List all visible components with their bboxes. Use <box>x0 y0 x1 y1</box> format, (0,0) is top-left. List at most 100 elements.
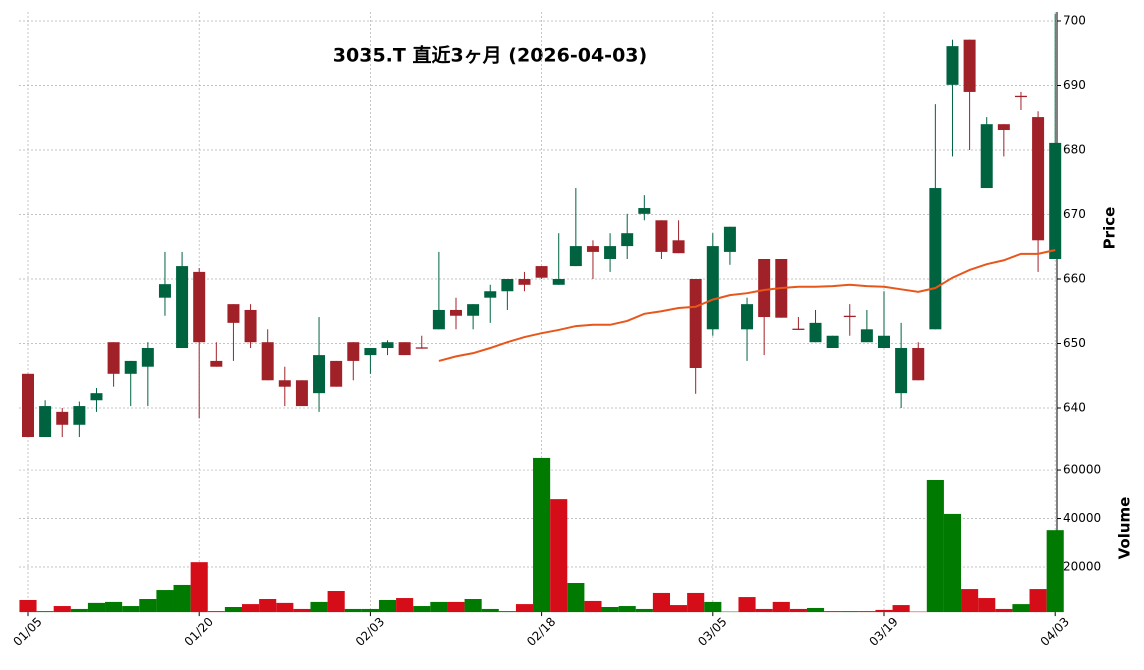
candle-body <box>244 309 257 343</box>
volume-bar <box>1029 589 1047 613</box>
volume-bar <box>36 611 54 613</box>
candle-body <box>604 246 617 259</box>
candle-body <box>193 271 206 343</box>
candle-body <box>586 246 599 252</box>
x-tick-label: 02/03 <box>353 615 387 649</box>
candle-body <box>398 342 411 356</box>
x-tick-label: 03/05 <box>695 615 729 649</box>
volume-bar <box>481 608 499 613</box>
candle-body <box>621 233 634 247</box>
volume-bar <box>105 601 123 613</box>
candle-body <box>90 393 103 401</box>
candle-body <box>467 304 480 316</box>
volume-bar <box>53 606 71 613</box>
volume-bar <box>772 601 790 613</box>
candle-body <box>158 284 171 298</box>
candle-body <box>672 240 685 254</box>
candle-body <box>826 335 839 349</box>
candle-body <box>347 342 360 361</box>
candle-body <box>330 360 343 387</box>
volume-bar <box>943 513 962 613</box>
candle-body <box>141 348 154 367</box>
candle-body <box>39 406 52 438</box>
candle-body <box>997 124 1010 130</box>
candle-body <box>432 309 445 330</box>
volume-bar <box>19 599 37 613</box>
candle-body <box>210 360 223 367</box>
candle-body <box>484 291 497 298</box>
candle-body <box>895 348 908 394</box>
volume-bar <box>635 608 653 613</box>
x-tick-label: 02/18 <box>524 615 558 649</box>
y-tick-label: 640 <box>1063 400 1086 414</box>
volume-bar <box>1012 604 1030 613</box>
candle-body <box>963 39 976 92</box>
candle-body <box>655 220 668 252</box>
volume-bar <box>242 604 260 613</box>
volume-bar <box>806 607 825 613</box>
volume-bar <box>396 598 414 613</box>
candle-body <box>569 246 582 267</box>
candle-body <box>1014 95 1027 98</box>
y2-tick-label: 40000 <box>1063 511 1101 525</box>
volume-bar <box>310 601 328 613</box>
volume-bar <box>687 592 705 613</box>
candle-body <box>689 278 702 369</box>
y-tick-label: 660 <box>1063 271 1086 285</box>
candle-body <box>107 342 120 374</box>
candle-body <box>56 411 69 425</box>
volume-bar <box>704 601 722 613</box>
volume-bar <box>173 584 191 613</box>
candle-body <box>929 188 942 330</box>
candle-body <box>535 266 548 278</box>
candle-body <box>124 360 137 374</box>
candle-body <box>313 355 326 394</box>
volume-bar <box>533 457 551 613</box>
y-tick-label: 680 <box>1063 142 1086 156</box>
candle-body <box>1049 142 1062 259</box>
volume-bar <box>601 607 619 613</box>
volume-bar <box>190 562 208 613</box>
candle-body <box>946 46 959 85</box>
volume-bar <box>652 592 670 613</box>
volume-bar <box>978 598 996 613</box>
y-tick-label: 700 <box>1063 13 1086 27</box>
volume-bar <box>276 602 294 613</box>
volume-bar <box>875 609 893 613</box>
candle-body <box>73 406 86 425</box>
volume-bar <box>755 608 773 613</box>
candle-body <box>552 278 565 285</box>
volume-bar <box>498 611 516 613</box>
candle-body <box>809 322 822 343</box>
volume-bar <box>926 479 944 613</box>
candle-body <box>980 124 993 189</box>
candle-body <box>22 373 34 438</box>
candle-body <box>638 208 651 214</box>
x-tick-label: 03/19 <box>866 615 900 649</box>
candle-body <box>176 266 189 349</box>
volume-bar <box>293 608 311 613</box>
volume-bar <box>515 604 534 613</box>
candle-body <box>450 309 462 316</box>
candle-body <box>860 329 873 343</box>
candle-body <box>381 342 394 349</box>
volume-bar <box>207 611 225 613</box>
volume-bar <box>224 607 242 613</box>
volume-bar <box>122 606 140 613</box>
y2-axis-label: Volume <box>1116 497 1134 560</box>
volume-bar <box>139 599 157 613</box>
candle-body <box>912 348 925 381</box>
y-tick-label: 670 <box>1063 207 1086 221</box>
y2-tick-label: 20000 <box>1063 560 1101 574</box>
candle-body <box>792 328 805 330</box>
volume-bar <box>670 605 688 613</box>
y-tick-label: 690 <box>1063 78 1086 92</box>
volume-bar <box>738 597 756 613</box>
candle-body <box>295 380 308 407</box>
volume-bar <box>464 599 482 613</box>
volume-bar <box>344 608 362 613</box>
y-tick-label: 650 <box>1063 336 1086 350</box>
volume-bar <box>378 599 397 613</box>
candle-body <box>723 226 736 252</box>
